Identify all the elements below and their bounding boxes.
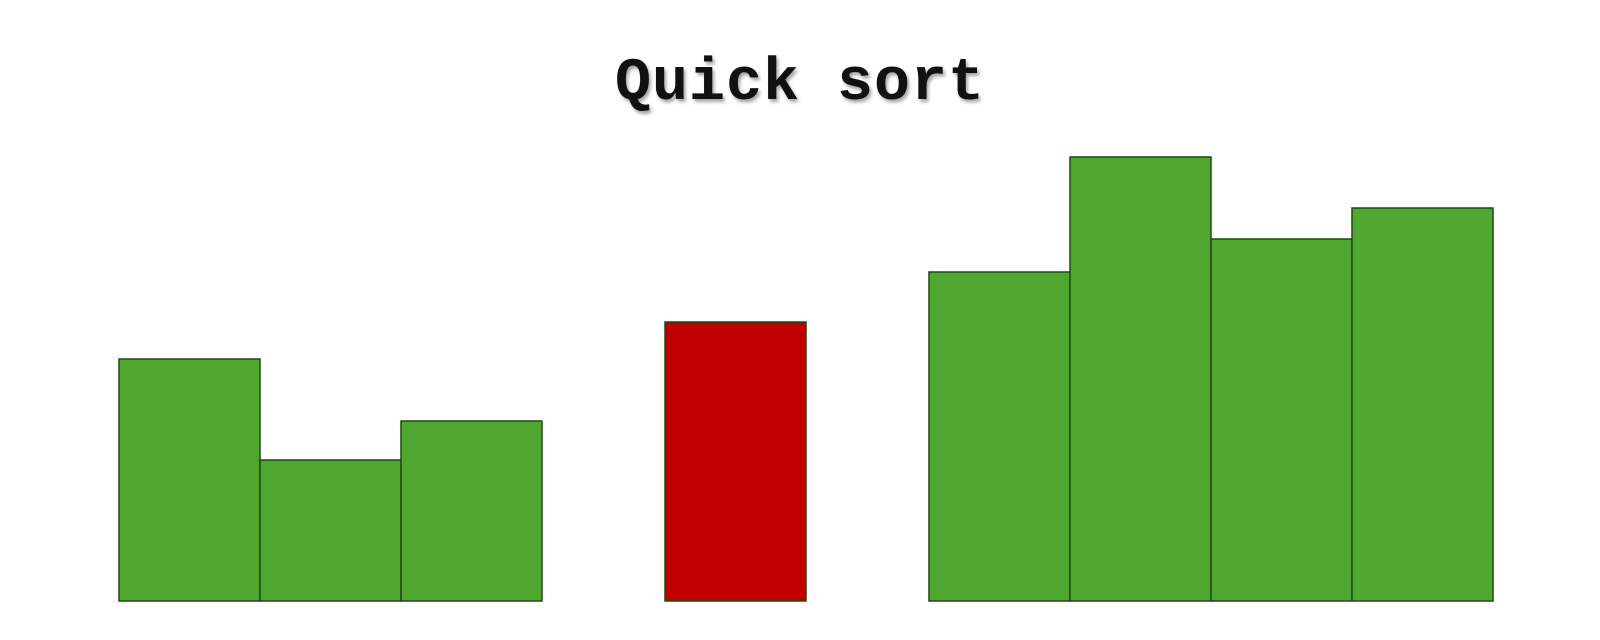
left-partition-bar-0 [118,358,261,602]
right-partition-bar-7 [1351,207,1494,602]
right-partition-bar-4 [928,271,1071,602]
diagram-title: Quick sort [614,50,986,118]
left-partition-bar-2 [400,420,543,602]
right-partition-bar-6 [1210,238,1353,602]
right-partition-bar-5 [1069,156,1212,602]
left-partition-bar-1 [259,459,402,602]
pivot-bar [664,321,807,602]
